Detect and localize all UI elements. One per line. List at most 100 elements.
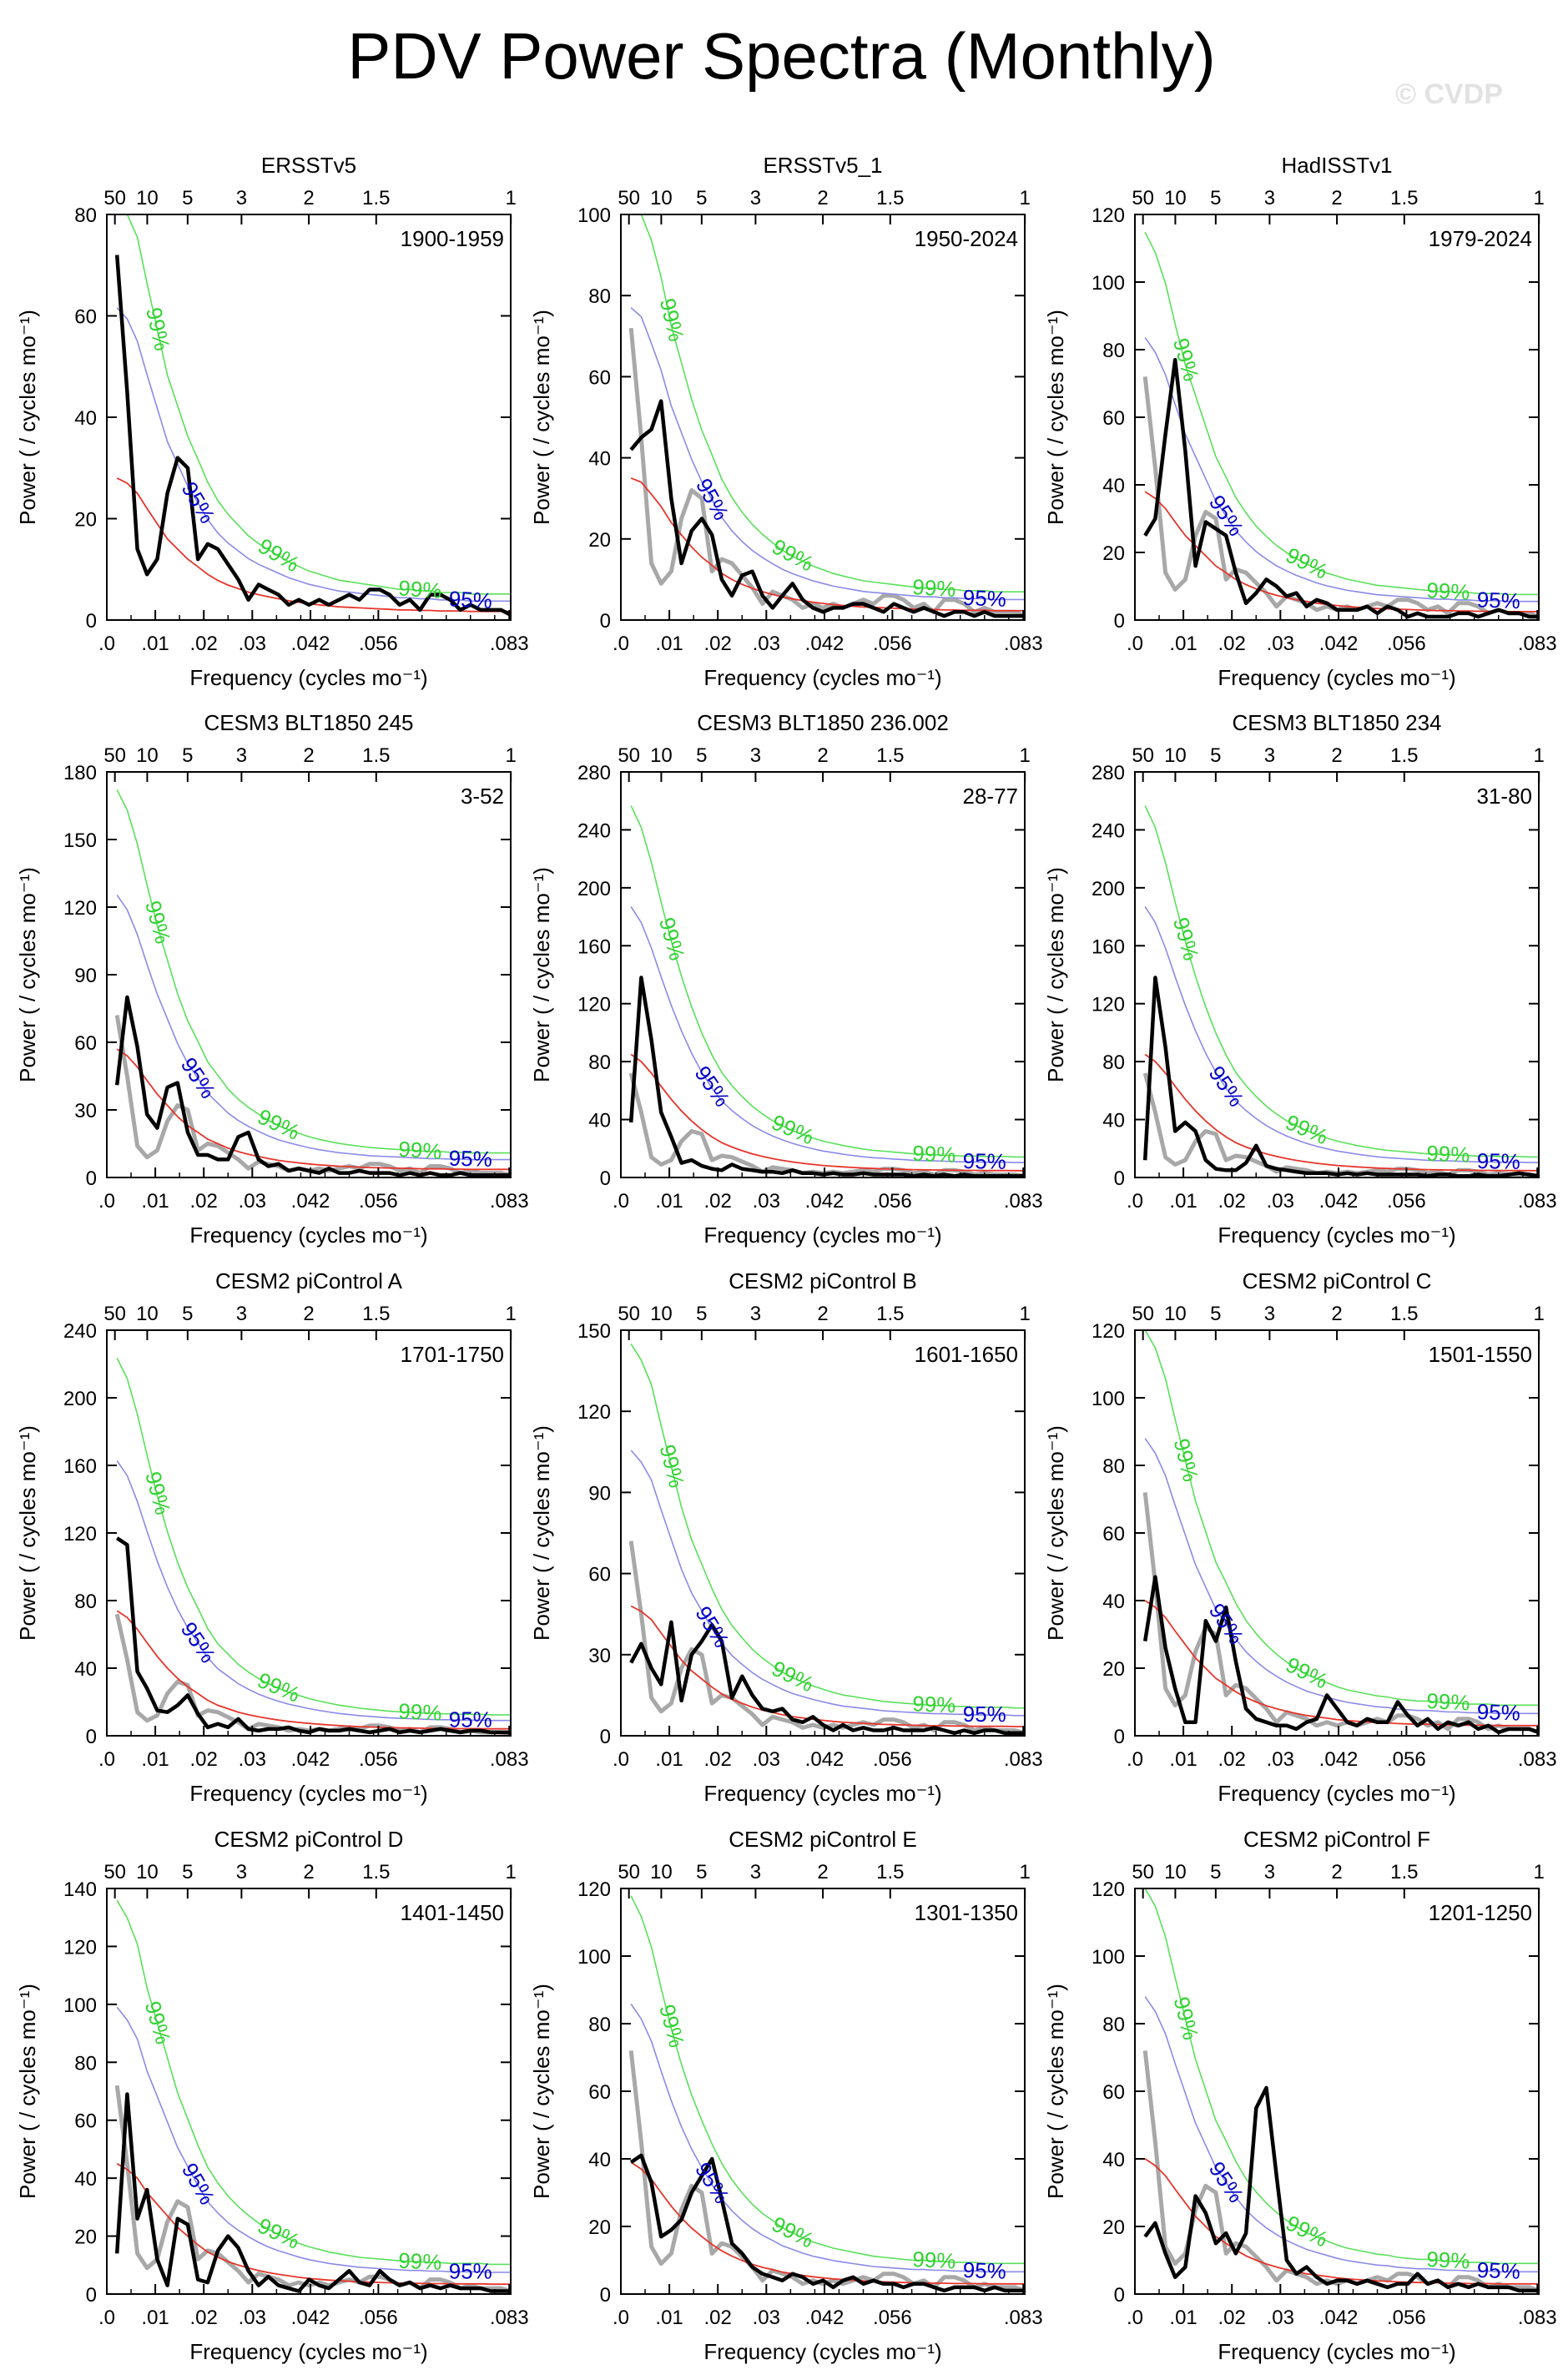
- panel-period: 1601-1650: [915, 1342, 1018, 1367]
- y-tick-label: 100: [1092, 272, 1125, 295]
- y-tick-label: 0: [86, 1726, 97, 1748]
- label-99-c: 99%: [1426, 1688, 1470, 1716]
- x-tick-label: .0: [98, 633, 115, 655]
- panel-period: 1979-2024: [1429, 226, 1532, 251]
- period-tick-label: 10: [1164, 1303, 1187, 1325]
- x-axis-label: Frequency (cycles mo⁻¹): [703, 2339, 941, 2364]
- period-tick-label: 1.5: [1390, 187, 1418, 209]
- x-tick-label: .03: [239, 633, 266, 655]
- label-99-c: 99%: [912, 1141, 956, 1167]
- y-tick-label: 0: [1114, 2284, 1125, 2307]
- period-tick-label: 1.5: [876, 1861, 904, 1883]
- y-axis-label: Power ( / cycles mo⁻¹): [1043, 867, 1068, 1082]
- period-tick-label: 1.5: [876, 187, 904, 209]
- spectrum-panel-1: 99%99%99%95%95%.0.01.02.03.042.056.08350…: [15, 153, 529, 690]
- y-tick-label: 80: [74, 204, 97, 227]
- panel-title: CESM2 piControl F: [1243, 1827, 1430, 1852]
- y-tick-label: 200: [1092, 878, 1125, 900]
- y-tick-label: 30: [588, 1645, 611, 1667]
- x-tick-label: .03: [239, 2307, 266, 2329]
- y-axis-label: Power ( / cycles mo⁻¹): [529, 867, 554, 1082]
- y-tick-label: 20: [1102, 2216, 1125, 2239]
- period-tick-label: 2: [303, 187, 314, 209]
- x-tick-label: .03: [239, 1190, 266, 1213]
- period-tick-label: 1.5: [362, 1861, 390, 1883]
- x-tick-label: .083: [1518, 1748, 1557, 1771]
- label-95-a: 95%: [177, 2159, 220, 2209]
- y-tick-label: 150: [63, 829, 97, 852]
- label-99-b: 99%: [254, 1104, 304, 1145]
- x-axis-label: Frequency (cycles mo⁻¹): [1218, 665, 1455, 690]
- period-tick-label: 2: [303, 1861, 314, 1883]
- x-tick-label: .03: [753, 633, 780, 655]
- spectrum-panel-7: 99%99%99%95%95%.0.01.02.03.042.056.08350…: [15, 1268, 529, 1806]
- red-noise-curve: [1144, 491, 1539, 613]
- x-tick-label: .02: [1218, 633, 1246, 655]
- y-axis-label: Power ( / cycles mo⁻¹): [1043, 1425, 1068, 1641]
- y-tick-label: 60: [74, 2110, 97, 2133]
- label-95-b: 95%: [448, 586, 493, 613]
- spectrum-line: [628, 976, 1025, 1177]
- y-tick-label: 60: [74, 1032, 97, 1055]
- spectrum-panel-12: 99%99%99%95%95%.0.01.02.03.042.056.08350…: [1043, 1827, 1557, 2364]
- period-tick-label: 3: [750, 744, 761, 767]
- ci95-curve: [1144, 1996, 1539, 2273]
- period-tick-label: 1: [1534, 1303, 1545, 1325]
- y-tick-label: 120: [577, 1878, 611, 1901]
- period-tick-label: 2: [817, 1861, 828, 1883]
- label-95-b: 95%: [1476, 1699, 1520, 1726]
- y-tick-label: 100: [1092, 1388, 1125, 1410]
- label-99-a: 99%: [655, 1442, 690, 1490]
- period-tick-label: 2: [1331, 744, 1342, 767]
- y-tick-label: 90: [74, 965, 97, 987]
- label-99-c: 99%: [1426, 1141, 1470, 1167]
- label-95-b: 95%: [1477, 1148, 1521, 1174]
- spectrum-panel-4: 99%99%99%95%95%.0.01.02.03.042.056.08350…: [15, 710, 529, 1248]
- label-99-b: 99%: [1282, 2210, 1332, 2251]
- period-tick-label: 5: [696, 187, 707, 209]
- x-tick-label: .042: [805, 1190, 845, 1213]
- label-99-b: 99%: [768, 2211, 818, 2253]
- x-tick-label: .0: [613, 633, 629, 655]
- ci99-curve: [630, 1343, 1025, 1709]
- period-tick-label: 1: [506, 1303, 517, 1325]
- label-95-a: 95%: [1204, 1061, 1249, 1112]
- label-99-a: 99%: [1169, 1436, 1204, 1485]
- y-tick-label: 160: [577, 935, 611, 958]
- spectrum-line: [629, 2153, 1025, 2293]
- y-tick-label: 80: [74, 1591, 97, 1613]
- period-tick-label: 5: [182, 1303, 193, 1325]
- y-tick-label: 40: [74, 407, 97, 430]
- panel-period: 3-52: [461, 784, 504, 809]
- x-axis-label: Frequency (cycles mo⁻¹): [189, 1781, 427, 1806]
- spectrum-panel-9: 99%99%99%95%95%.0.01.02.03.042.056.08350…: [1043, 1268, 1557, 1806]
- label-95-b: 95%: [1476, 2257, 1520, 2284]
- label-95-a: 95%: [1204, 1599, 1249, 1649]
- x-tick-label: .0: [1127, 2307, 1143, 2329]
- period-tick-label: 3: [750, 1303, 761, 1325]
- x-tick-label: .03: [1267, 1748, 1294, 1771]
- label-95-b: 95%: [448, 1146, 492, 1172]
- x-tick-label: .083: [1518, 2307, 1557, 2329]
- period-tick-label: 2: [817, 187, 828, 209]
- x-tick-label: .01: [141, 1748, 169, 1771]
- spectrum-panel-11: 99%99%99%95%95%.0.01.02.03.042.056.08350…: [529, 1827, 1043, 2364]
- spectrum-line: [114, 2092, 511, 2293]
- x-tick-label: .042: [1319, 1748, 1359, 1771]
- label-99-c: 99%: [397, 1137, 442, 1164]
- period-tick-label: 5: [1210, 744, 1221, 767]
- panel-period: 1301-1350: [915, 1900, 1018, 1925]
- y-tick-label: 80: [1102, 1455, 1125, 1478]
- x-tick-label: .01: [1169, 633, 1197, 655]
- period-tick-label: 2: [303, 1303, 314, 1325]
- x-tick-label: .01: [141, 1190, 169, 1213]
- spectrum-line: [1143, 357, 1539, 619]
- red-noise-curve: [116, 1048, 511, 1171]
- reference-spectrum-line: [1142, 376, 1539, 619]
- y-axis-label: Power ( / cycles mo⁻¹): [529, 1425, 554, 1641]
- y-tick-label: 120: [1092, 994, 1125, 1016]
- ci95-curve: [116, 2006, 511, 2273]
- label-95-a: 95%: [691, 474, 734, 524]
- period-tick-label: 3: [750, 187, 761, 209]
